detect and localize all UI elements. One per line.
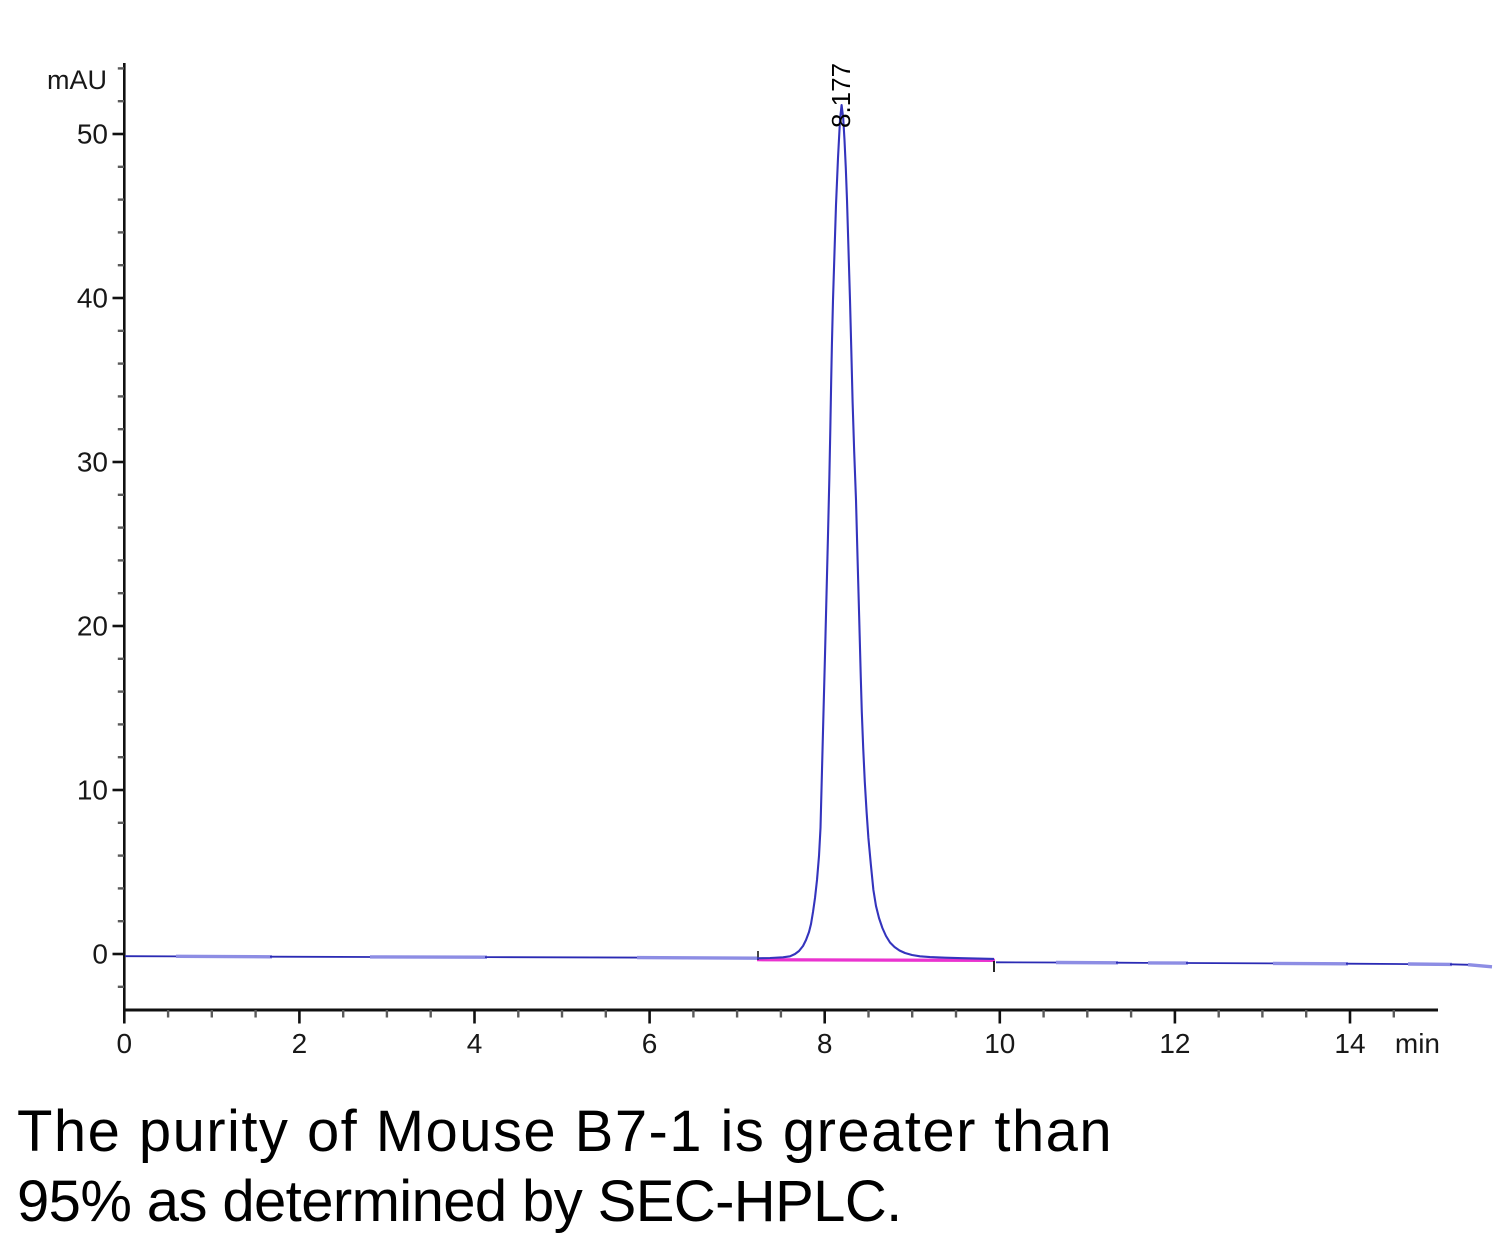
svg-text:min: min [1395, 1028, 1440, 1059]
svg-text:0: 0 [117, 1028, 133, 1059]
svg-text:4: 4 [467, 1028, 483, 1059]
svg-text:14: 14 [1334, 1028, 1365, 1059]
svg-text:6: 6 [642, 1028, 658, 1059]
svg-text:0: 0 [92, 939, 108, 970]
svg-text:8: 8 [817, 1028, 833, 1059]
svg-text:8.177: 8.177 [826, 63, 856, 128]
svg-text:30: 30 [77, 447, 108, 478]
svg-text:2: 2 [292, 1028, 308, 1059]
svg-text:12: 12 [1159, 1028, 1190, 1059]
svg-text:50: 50 [77, 119, 108, 150]
svg-text:10: 10 [77, 775, 108, 806]
svg-text:40: 40 [77, 283, 108, 314]
svg-text:10: 10 [984, 1028, 1015, 1059]
svg-text:20: 20 [77, 611, 108, 642]
svg-text:mAU: mAU [47, 65, 107, 95]
